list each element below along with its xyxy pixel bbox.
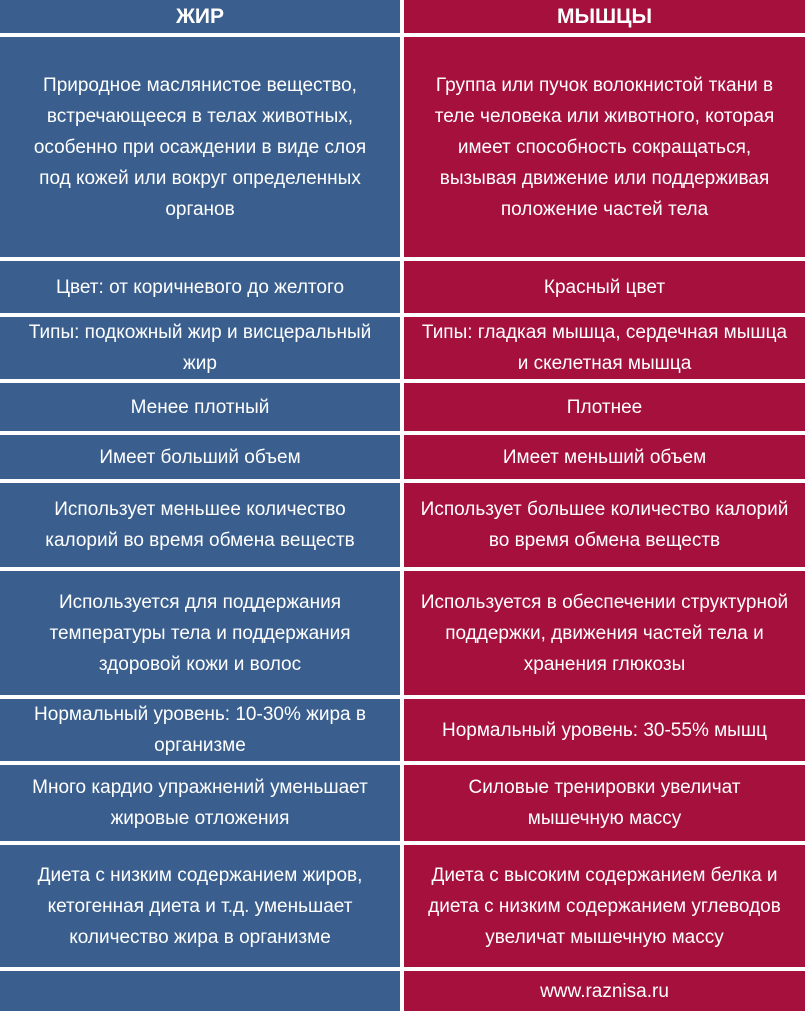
muscle-column-header: МЫШЦЫ [404,0,805,33]
fat-function-cell: Используется для поддержания температуры… [0,571,400,695]
muscle-types-cell: Типы: гладкая мышца, сердечная мышца и с… [404,317,805,379]
muscle-function-cell: Используется в обеспечении структурной п… [404,571,805,695]
fat-normal-level-cell: Нормальный уровень: 10-30% жира в органи… [0,699,400,761]
fat-definition-cell: Природное маслянистое вещество, встречаю… [0,37,400,257]
muscle-diet-cell: Диета с высоким содержанием белка и диет… [404,845,805,967]
fat-footer-cell [0,971,400,1011]
fat-color-cell: Цвет: от коричневого до желтого [0,261,400,313]
muscle-normal-level-cell: Нормальный уровень: 30-55% мышц [404,699,805,761]
muscle-color-cell: Красный цвет [404,261,805,313]
fat-types-cell: Типы: подкожный жир и висцеральный жир [0,317,400,379]
muscle-calories-cell: Использует большее количество калорий во… [404,483,805,567]
fat-exercise-cell: Много кардио упражнений уменьшает жировы… [0,765,400,841]
muscle-density-cell: Плотнее [404,383,805,431]
muscle-volume-cell: Имеет меньший объем [404,435,805,479]
fat-density-cell: Менее плотный [0,383,400,431]
source-url: www.raznisa.ru [404,971,805,1011]
muscle-exercise-cell: Силовые тренировки увеличат мышечную мас… [404,765,805,841]
fat-diet-cell: Диета с низким содержанием жиров, кетоге… [0,845,400,967]
fat-volume-cell: Имеет больший объем [0,435,400,479]
fat-column-header: ЖИР [0,0,400,33]
muscle-definition-cell: Группа или пучок волокнистой ткани в тел… [404,37,805,257]
fat-calories-cell: Использует меньшее количество калорий во… [0,483,400,567]
